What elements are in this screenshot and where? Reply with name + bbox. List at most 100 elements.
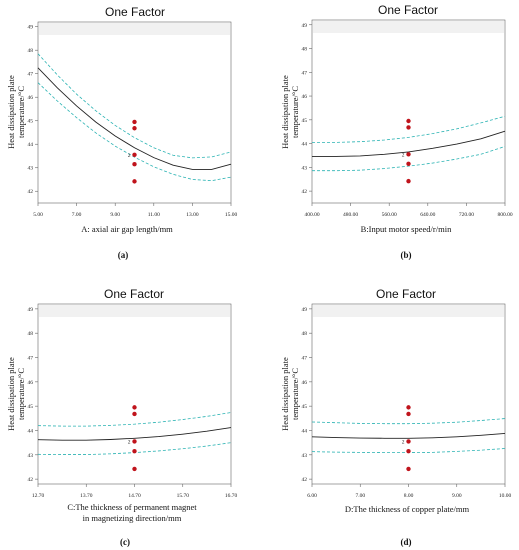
panel-a-header-strip <box>39 23 230 35</box>
panel-a-upper-line <box>37 53 232 159</box>
panel-c-upper-line <box>37 412 232 427</box>
panel-d-y-axis-label-line1: Heat dissipation plate <box>280 357 290 431</box>
panel-c-y-tick-label: 48 <box>28 331 34 337</box>
panel-a-data-point <box>132 162 137 167</box>
panel-d-x-tick-label: 7.00 <box>355 493 365 499</box>
panel-d-x-tick-label: 10.00 <box>499 493 512 499</box>
panel-d-title: One Factor <box>376 287 436 301</box>
panel-d-y-tick-label: 46 <box>302 380 308 386</box>
panel-b-y-tick-label: 47 <box>302 70 308 76</box>
panel-a-x-tick-label: 5.00 <box>33 212 43 218</box>
chart-panel-a: One Factor 42 43 44 45 46 47 48 49 5.00 7.00 9.00… <box>6 5 237 260</box>
panel-b-x-tick-label: 800.00 <box>497 212 512 218</box>
panel-d-plot-frame <box>311 303 506 485</box>
panel-d-data-point <box>406 439 411 444</box>
panel-b-header-strip <box>313 21 504 33</box>
panel-b-y-axis-label-line2: temperature/°C <box>290 86 300 138</box>
panel-a-x-tick-label: 11.00 <box>148 212 160 218</box>
panel-b-y-axis-label-line1: Heat dissipation plate <box>280 75 290 149</box>
panel-a-y-tick-label: 48 <box>28 48 34 54</box>
panel-c-data-point <box>132 448 137 454</box>
panel-b-y-tick-label: 42 <box>302 189 308 195</box>
panel-d-y-tick-label: 49 <box>302 307 308 313</box>
panel-b-data-point <box>406 178 411 184</box>
panel-b-fit-line <box>312 130 506 157</box>
panel-c-x-axis-label-line2: in magnetizing direction/mm <box>83 513 182 523</box>
panel-a-caption: (a) <box>118 250 129 260</box>
panel-a-plot-frame <box>37 21 232 204</box>
panel-b-x-tick-label: 720.00 <box>459 212 474 218</box>
panel-b-y-tick-label: 45 <box>302 118 308 124</box>
panel-a-y-tick-label: 43 <box>28 166 34 172</box>
panel-b-y-tick-label: 48 <box>302 47 308 53</box>
panel-b-marks: 2 <box>312 21 506 184</box>
panel-d-marks: 2 <box>311 305 506 472</box>
panel-a-y-tick-label: 44 <box>28 142 34 148</box>
panel-b-y-tick-label: 49 <box>302 23 308 29</box>
panel-c-title: One Factor <box>104 287 164 301</box>
panel-a-x-tick-label: 15.00 <box>225 212 238 218</box>
panel-a-y-tick-label: 45 <box>28 119 34 125</box>
panel-c-y-tick-label: 45 <box>28 404 34 410</box>
panel-d-x-tick-label: 8.00 <box>404 493 414 499</box>
panel-b-x-tick-label: 480.00 <box>343 212 358 218</box>
panel-c-x-tick-label: 16.70 <box>225 493 238 499</box>
panel-a-data-point <box>132 119 137 125</box>
panel-c-fit-line <box>37 427 232 441</box>
panel-d-x-tick-label: 6.00 <box>307 493 317 499</box>
panel-c-data-point <box>132 439 137 444</box>
panel-a-y-tick-label: 42 <box>28 189 34 195</box>
panel-c-x-axis-label-line1: C:The thickness of permanent magnet <box>67 502 197 512</box>
panel-a-x-tick-label: 7.00 <box>72 212 82 218</box>
chart-panel-c: One Factor 42 43 44 45 46 47 48 49 12.70 13.70 14… <box>6 287 237 547</box>
panel-c-y-tick-label: 44 <box>28 428 34 434</box>
panel-a-marks: 2 <box>37 23 232 184</box>
panel-b-x-tick-label: 400.00 <box>304 212 319 218</box>
panel-c-y-tick-label: 42 <box>28 477 34 483</box>
panel-b-upper-line <box>312 115 506 143</box>
panel-c-y-axis-label-line1: Heat dissipation plate <box>6 357 16 431</box>
panel-a-point-count-label: 2 <box>128 153 131 159</box>
panel-d-y-tick-label: 45 <box>302 404 308 410</box>
panel-b-data-point <box>406 161 411 166</box>
panel-c-x-tick-label: 13.70 <box>80 493 93 499</box>
panel-d-data-point <box>406 411 411 417</box>
panel-c-plot-frame <box>37 303 232 485</box>
panel-c-x-ticks: 12.70 13.70 14.70 15.70 16.70 <box>32 484 238 499</box>
panel-d-y-ticks: 42 43 44 45 46 47 48 49 <box>302 307 312 483</box>
panel-a-title: One Factor <box>105 5 165 19</box>
panel-c-x-tick-label: 14.70 <box>128 493 141 499</box>
panel-b-data-point <box>406 118 411 124</box>
panel-a-y-axis-label-line1: Heat dissipation plate <box>6 75 16 149</box>
panel-b-point-count-label: 2 <box>402 152 405 158</box>
panel-a-y-axis-label-line2: temperature/°C <box>16 86 26 138</box>
panel-b-x-tick-label: 560.00 <box>382 212 397 218</box>
panel-c-data-point <box>132 411 137 417</box>
panel-c-y-tick-label: 43 <box>28 453 34 459</box>
panel-d-caption: (d) <box>401 537 412 547</box>
panel-d-y-tick-label: 47 <box>302 356 308 362</box>
panel-a-data-point <box>132 152 137 158</box>
panel-a-y-ticks: 42 43 44 45 46 47 48 49 <box>28 25 38 195</box>
panel-a-x-tick-label: 9.00 <box>110 212 120 218</box>
chart-panel-d: One Factor 42 43 44 45 46 47 48 49 6.00 7.00 8.00… <box>280 287 511 547</box>
panel-b-x-tick-label: 640.00 <box>420 212 435 218</box>
panel-d-y-tick-label: 48 <box>302 331 308 337</box>
panel-c-point-count-label: 2 <box>128 439 131 445</box>
panel-d-y-tick-label: 42 <box>302 477 308 483</box>
panel-b-y-tick-label: 44 <box>302 142 308 148</box>
panel-d-y-tick-label: 43 <box>302 453 308 459</box>
panel-c-y-ticks: 42 43 44 45 46 47 48 49 <box>28 307 38 483</box>
panel-d-data-point <box>406 466 411 472</box>
panel-b-y-tick-label: 43 <box>302 165 308 171</box>
panel-d-header-strip <box>313 305 504 317</box>
panel-b-title: One Factor <box>378 3 438 17</box>
panel-c-x-tick-label: 15.70 <box>177 493 190 499</box>
panel-a-y-tick-label: 46 <box>28 95 34 101</box>
panel-c-data-point <box>132 405 137 410</box>
panel-b-x-axis-label: B:Input motor speed/r/min <box>361 224 452 234</box>
panel-d-y-axis-label-line2: temperature/°C <box>290 368 300 420</box>
panel-b-data-point <box>406 125 411 130</box>
panel-d-x-axis-label: D:The thickness of copper plate/mm <box>345 504 470 514</box>
